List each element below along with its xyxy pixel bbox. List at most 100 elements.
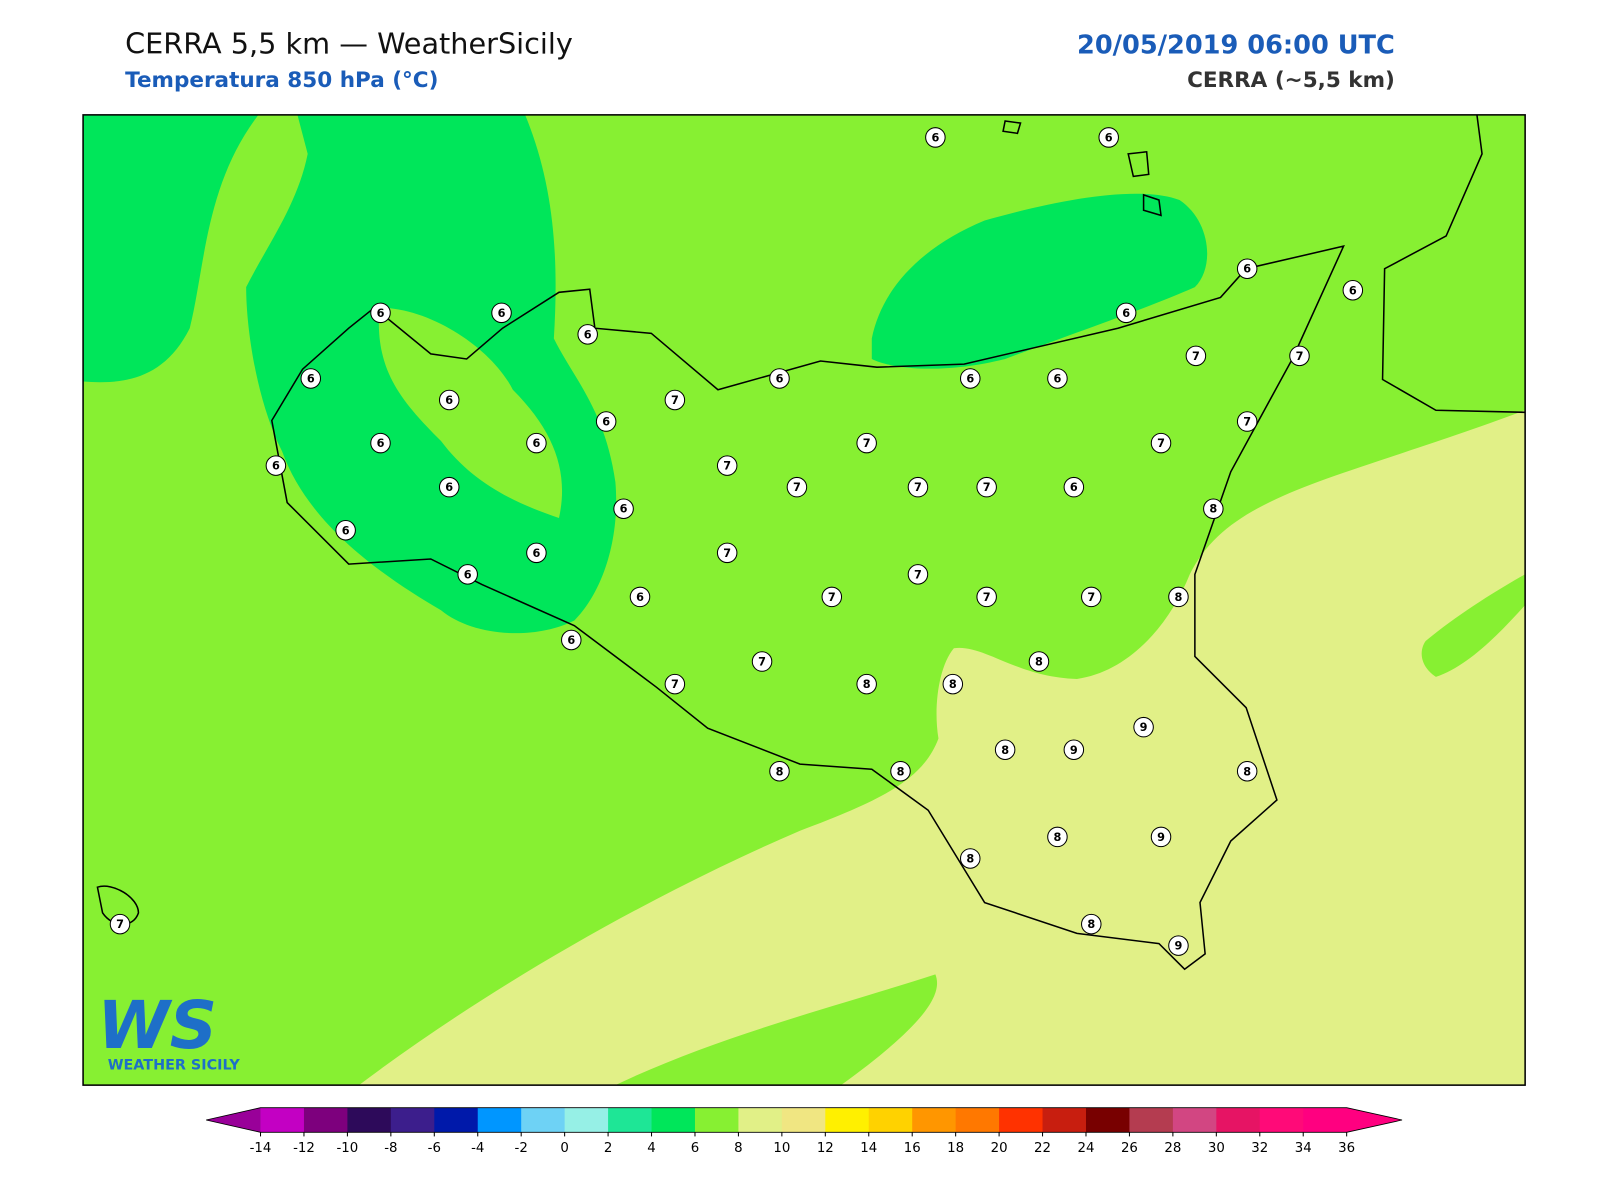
station-marker <box>1133 716 1154 738</box>
station: 7 <box>786 476 808 498</box>
colorbar-bin <box>1303 1107 1348 1133</box>
station: 7 <box>976 476 997 498</box>
station: 7 <box>1185 345 1207 367</box>
station: 9 <box>1063 739 1085 760</box>
colorbar-tick-label: -4 <box>471 1141 484 1156</box>
colorbar-bin <box>260 1107 305 1133</box>
station-marker <box>751 651 773 672</box>
station-marker <box>1203 498 1224 519</box>
station: 6 <box>1047 368 1068 389</box>
colorbar-bin <box>694 1107 739 1133</box>
station: 7 <box>1150 432 1172 454</box>
colorbar-tick-label: 10 <box>773 1141 790 1156</box>
station-value: 6 <box>1105 131 1113 144</box>
station-marker <box>1098 127 1119 148</box>
colorbar-tick-label: -14 <box>250 1141 272 1156</box>
station-value: 6 <box>636 591 644 604</box>
station-marker <box>1168 586 1189 608</box>
island <box>1002 120 1162 217</box>
station-value: 7 <box>671 394 679 407</box>
station-value: 8 <box>1001 744 1009 757</box>
station-marker <box>1342 279 1364 301</box>
station-marker <box>629 586 651 608</box>
station-marker <box>716 542 738 564</box>
station-marker <box>1236 761 1258 782</box>
station-value: 8 <box>949 678 957 691</box>
logo: WS WEATHER SICILY <box>97 988 240 1074</box>
station-value: 8 <box>776 765 784 778</box>
colorbar-bin <box>1129 1107 1174 1133</box>
colorbar-bin <box>347 1107 392 1133</box>
colorbar-bin <box>608 1107 653 1133</box>
station-value: 8 <box>897 765 905 778</box>
colorbar-tick-label: 34 <box>1295 1141 1312 1156</box>
station-value: 9 <box>1157 831 1165 844</box>
station-value: 7 <box>1296 350 1304 363</box>
station-marker <box>786 476 808 498</box>
station-value: 7 <box>914 568 922 581</box>
coastline <box>270 245 1345 971</box>
colorbar-tick-label: -10 <box>337 1141 359 1156</box>
colorbar-tick-label: 36 <box>1338 1141 1355 1156</box>
station: 6 <box>438 389 460 411</box>
station: 6 <box>335 519 356 541</box>
station: 6 <box>438 476 460 498</box>
station-marker <box>265 455 287 476</box>
station: 8 <box>1047 826 1068 848</box>
station-marker <box>1236 411 1258 432</box>
station-value: 6 <box>1349 284 1357 297</box>
zone <box>615 974 938 1086</box>
station: 7 <box>907 476 929 498</box>
station: 6 <box>526 432 547 454</box>
zone <box>378 307 563 518</box>
station-value: 6 <box>602 416 610 429</box>
station: 8 <box>856 673 877 695</box>
station-marker <box>856 673 877 695</box>
colorbar-extend <box>206 1107 261 1133</box>
station: 8 <box>959 848 981 869</box>
station-value: 6 <box>272 460 280 473</box>
station: 8 <box>1236 761 1258 782</box>
model: CERRA (~5,5 km) <box>1187 68 1395 93</box>
station-marker <box>457 564 478 585</box>
station: 7 <box>1236 411 1258 432</box>
station-marker <box>109 913 131 935</box>
zone <box>871 193 1208 369</box>
station: 8 <box>942 673 964 695</box>
station: 9 <box>1150 826 1172 848</box>
colorbar-bin <box>955 1107 1000 1133</box>
station-value: 6 <box>445 481 453 494</box>
station-marker <box>1063 476 1085 498</box>
station-value: 6 <box>1070 481 1078 494</box>
station: 9 <box>1133 716 1154 738</box>
station: 6 <box>925 127 946 148</box>
station: 7 <box>716 542 738 564</box>
station-value: 7 <box>828 591 836 604</box>
date: 20/05/2019 06:00 UTC <box>1077 30 1395 60</box>
station-marker <box>335 519 356 541</box>
colorbar-bin <box>738 1107 783 1133</box>
station-value: 7 <box>116 918 124 931</box>
colorbar-tick-label: -6 <box>428 1141 441 1156</box>
colorbar-tick-label: 22 <box>1034 1141 1051 1156</box>
colorbar-bin <box>477 1107 522 1133</box>
station-marker <box>1236 258 1258 279</box>
station: 6 <box>265 455 287 476</box>
colorbar-tick-label: -12 <box>293 1141 315 1156</box>
station-marker <box>1115 302 1137 324</box>
station-marker <box>907 564 929 585</box>
station: 8 <box>1203 498 1224 519</box>
colorbar-tick-label: 8 <box>734 1141 742 1156</box>
colorbar-bin <box>651 1107 696 1133</box>
station-marker <box>1063 739 1085 760</box>
station-value: 8 <box>1243 765 1251 778</box>
station-value: 9 <box>1140 721 1148 734</box>
station-value: 8 <box>1087 918 1095 931</box>
station-marker <box>561 629 582 651</box>
colorbar-bin <box>1042 1107 1087 1133</box>
station-marker <box>976 476 997 498</box>
station-marker <box>1168 935 1189 956</box>
station: 6 <box>1063 476 1085 498</box>
colorbar-bin <box>1216 1107 1261 1133</box>
station: 6 <box>526 542 547 564</box>
